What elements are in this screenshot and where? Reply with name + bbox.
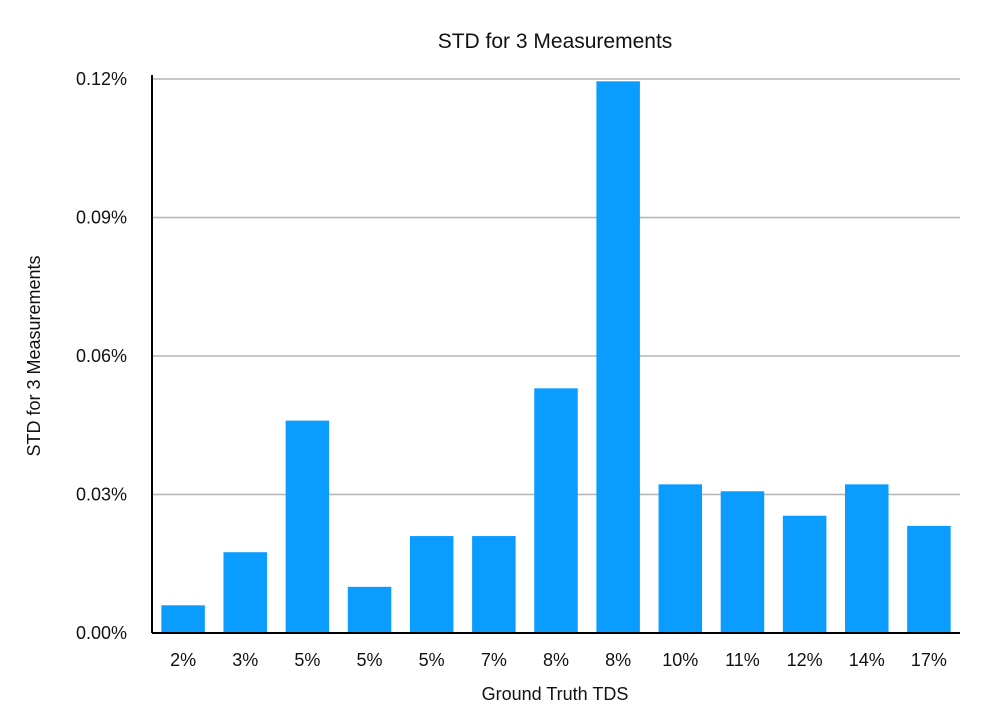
y-tick-label: 0.03%	[76, 485, 127, 505]
x-tick-label: 14%	[849, 650, 885, 670]
bar	[409, 536, 454, 633]
bar	[161, 605, 205, 633]
x-tick-label: 7%	[481, 650, 507, 670]
x-tick-label: 5%	[294, 650, 320, 670]
bar	[782, 515, 827, 633]
x-tick-label: 8%	[543, 650, 569, 670]
bar	[534, 388, 578, 633]
y-tick-label: 0.12%	[76, 69, 127, 89]
bar	[285, 420, 330, 633]
y-tick-label: 0.09%	[76, 208, 127, 228]
y-tick-labels: 0.00% 0.03% 0.06% 0.09% 0.12%	[76, 69, 127, 643]
axes	[151, 75, 960, 634]
bar	[472, 536, 516, 633]
x-tick-label: 8%	[605, 650, 631, 670]
bar	[347, 586, 392, 633]
x-tick-label: 3%	[232, 650, 258, 670]
y-tick-label: 0.06%	[76, 346, 127, 366]
x-tick-label: 17%	[911, 650, 947, 670]
bar	[223, 552, 267, 633]
x-tick-labels: 2% 3% 5% 5% 5% 7% 8% 8% 10% 11% 12% 14% 17%	[170, 650, 947, 670]
bar	[658, 484, 703, 633]
x-tick-label: 11%	[725, 650, 760, 670]
x-tick-label: 5%	[357, 650, 383, 670]
x-tick-label: 2%	[170, 650, 196, 670]
bar	[596, 81, 640, 633]
x-tick-label: 5%	[419, 650, 445, 670]
bar	[907, 525, 951, 633]
x-axis-label: Ground Truth TDS	[482, 684, 629, 704]
y-axis-label: STD for 3 Measurements	[24, 255, 44, 456]
bars	[161, 81, 951, 633]
x-tick-label: 10%	[662, 650, 698, 670]
bar	[720, 491, 765, 633]
bar	[845, 484, 889, 633]
chart-title: STD for 3 Measurements	[438, 30, 673, 53]
y-tick-label: 0.00%	[76, 623, 127, 643]
x-tick-label: 12%	[787, 650, 823, 670]
